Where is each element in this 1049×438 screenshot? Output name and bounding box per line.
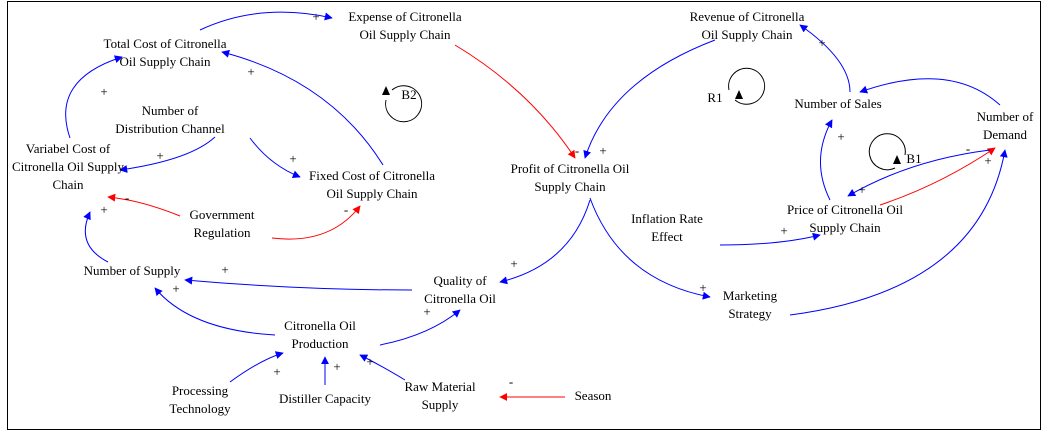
node-label: Raw Material	[404, 379, 476, 394]
link-polarity: -	[575, 143, 579, 158]
causal-link	[499, 199, 591, 285]
link-polarity: +	[172, 281, 179, 296]
node-label: Number of Supply	[84, 263, 181, 278]
link-polarity: +	[221, 262, 228, 277]
causal-link	[107, 193, 181, 217]
link-polarity: +	[156, 148, 163, 163]
frame	[7, 1, 1041, 430]
node-label: Marketing	[723, 288, 778, 303]
node-label: Regulation	[193, 225, 251, 240]
node-label: Total Cost of Citronella	[104, 36, 227, 51]
link-polarity: +	[247, 64, 254, 79]
node-label: Number of	[142, 103, 199, 118]
causal-link	[379, 309, 461, 346]
node-label: Government	[190, 207, 255, 222]
link-polarity: +	[858, 182, 865, 197]
loop-arrow	[382, 86, 901, 164]
node-label: Oil Supply Chain	[701, 27, 793, 42]
causal-link	[799, 24, 851, 93]
node-label: Citronella Oil	[284, 318, 356, 333]
causal-link	[589, 197, 711, 300]
link-polarity: -	[344, 202, 348, 217]
node-label: Processing	[172, 383, 229, 398]
link-polarity: +	[837, 129, 844, 144]
node-label: Price of Citronella Oil	[787, 202, 903, 217]
node-label: Distribution Channel	[115, 121, 225, 136]
causal-link	[583, 39, 716, 159]
node-label: Quality of	[433, 273, 487, 288]
link-polarity: -	[509, 374, 513, 389]
link-polarity: +	[423, 304, 430, 319]
node-label: Technology	[169, 401, 231, 416]
loop-label: B2	[401, 87, 416, 102]
node-label: Chain	[52, 177, 84, 192]
link-polarity: +	[289, 151, 296, 166]
link-polarity: +	[312, 9, 319, 24]
loop-icon	[385, 67, 906, 171]
link-polarity: +	[599, 143, 606, 158]
link-polarity: -	[966, 141, 970, 156]
node-label: Oil Supply Chain	[326, 186, 418, 201]
causal-link	[221, 49, 384, 166]
causal-link	[847, 149, 991, 197]
causal-link	[879, 147, 996, 206]
node-label: Fixed Cost of Citronella	[309, 168, 435, 183]
node-label: Season	[575, 388, 612, 403]
node-label: Variabel Cost of	[26, 141, 111, 156]
node-label: Oil Supply Chain	[359, 27, 451, 42]
node-label: Supply	[422, 397, 459, 412]
causal-link	[65, 55, 123, 139]
link-polarity: +	[510, 256, 517, 271]
causal-link	[859, 78, 1001, 106]
node-label: Demand	[983, 127, 1028, 142]
link-polarity: +	[818, 35, 825, 50]
node-label: Number of Sales	[794, 96, 881, 111]
link-polarity: +	[100, 202, 107, 217]
causal-link	[359, 354, 406, 381]
node-label: Effect	[651, 229, 683, 244]
node-label: Profit of Citronella Oil	[511, 161, 630, 176]
loop-label: R1	[707, 90, 722, 105]
loop-label: B1	[906, 151, 921, 166]
node-label: Production	[291, 336, 349, 351]
link-polarity: -	[125, 190, 129, 205]
causal-link	[249, 137, 301, 179]
node-label: Citronella Oil	[424, 291, 496, 306]
link-polarity: +	[699, 280, 706, 295]
node-label: Inflation Rate	[631, 211, 703, 226]
causal-link	[154, 287, 276, 336]
causal-link	[789, 149, 1008, 316]
node-label: Supply Chain	[809, 220, 881, 235]
node-label: Citronella Oil Supply	[12, 159, 124, 174]
link-polarity: +	[780, 223, 787, 238]
node-label: Supply Chain	[534, 179, 606, 194]
node-label: Oil Supply Chain	[119, 54, 211, 69]
link-polarity: +	[984, 153, 991, 168]
causal-link	[184, 276, 413, 291]
link-polarity: +	[366, 354, 373, 369]
link-polarity: +	[333, 359, 340, 374]
node-label: Strategy	[728, 306, 772, 321]
causal-link	[820, 119, 833, 201]
causal-link	[119, 136, 216, 173]
causal-link	[454, 44, 576, 159]
causal-link	[271, 205, 361, 240]
link-polarity: +	[273, 364, 280, 379]
causal-link	[199, 11, 333, 31]
node-label: Revenue of Citronella	[690, 9, 805, 24]
causal-link	[229, 351, 284, 383]
causal-link	[719, 232, 821, 246]
node-label: Distiller Capacity	[279, 391, 372, 406]
causal-link	[83, 211, 109, 263]
link-polarity: +	[100, 84, 107, 99]
node-label: Number of	[977, 109, 1034, 124]
node-label: Expense of Citronella	[348, 9, 462, 24]
